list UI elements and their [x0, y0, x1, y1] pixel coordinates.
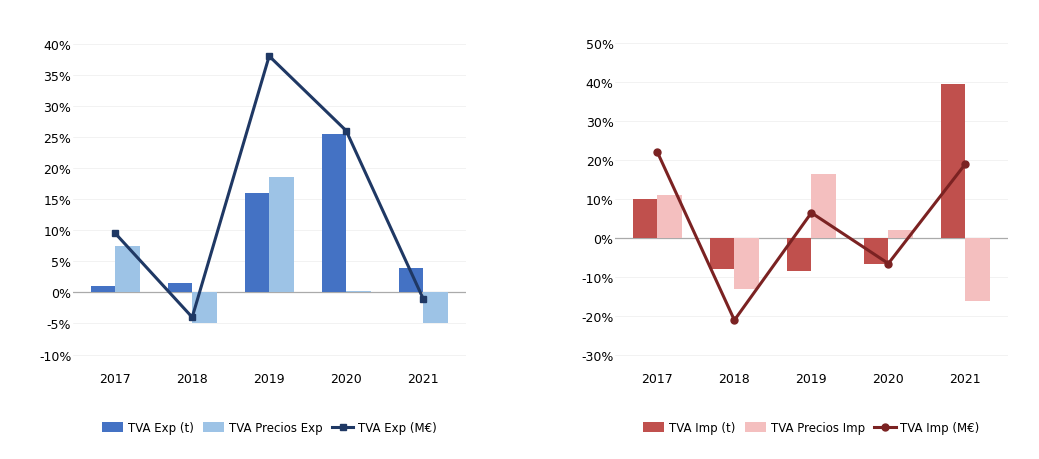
Bar — [346, 291, 371, 293]
TVA Exp (M€) — [186, 315, 198, 320]
Line: TVA Imp (M€): TVA Imp (M€) — [654, 150, 968, 324]
Line: TVA Exp (M€): TVA Exp (M€) — [112, 54, 427, 321]
Bar — [244, 193, 269, 293]
Bar — [811, 174, 836, 239]
Bar — [735, 239, 760, 289]
Bar — [192, 293, 217, 324]
TVA Imp (M€) — [882, 261, 895, 267]
Bar — [940, 85, 965, 239]
Bar — [710, 239, 735, 270]
TVA Imp (M€) — [805, 211, 818, 216]
TVA Imp (M€) — [959, 162, 971, 168]
TVA Exp (M€) — [340, 129, 352, 134]
TVA Exp (M€) — [263, 54, 275, 60]
TVA Exp (M€) — [417, 296, 429, 302]
Bar — [167, 283, 192, 293]
Bar — [863, 239, 888, 264]
Bar — [423, 293, 448, 324]
Bar — [787, 239, 811, 272]
Bar — [965, 239, 990, 301]
Bar — [321, 134, 346, 293]
TVA Exp (M€) — [109, 231, 122, 236]
Bar — [269, 178, 294, 293]
TVA Imp (M€) — [651, 150, 664, 156]
Legend: TVA Imp (t), TVA Precios Imp, TVA Imp (M€): TVA Imp (t), TVA Precios Imp, TVA Imp (M… — [638, 417, 984, 439]
Bar — [888, 231, 913, 239]
Bar — [633, 200, 658, 239]
TVA Imp (M€) — [728, 318, 741, 323]
Bar — [658, 196, 682, 239]
Bar — [399, 268, 423, 293]
Bar — [115, 246, 140, 293]
Legend: TVA Exp (t), TVA Precios Exp, TVA Exp (M€): TVA Exp (t), TVA Precios Exp, TVA Exp (M… — [97, 417, 442, 439]
Bar — [90, 286, 115, 293]
